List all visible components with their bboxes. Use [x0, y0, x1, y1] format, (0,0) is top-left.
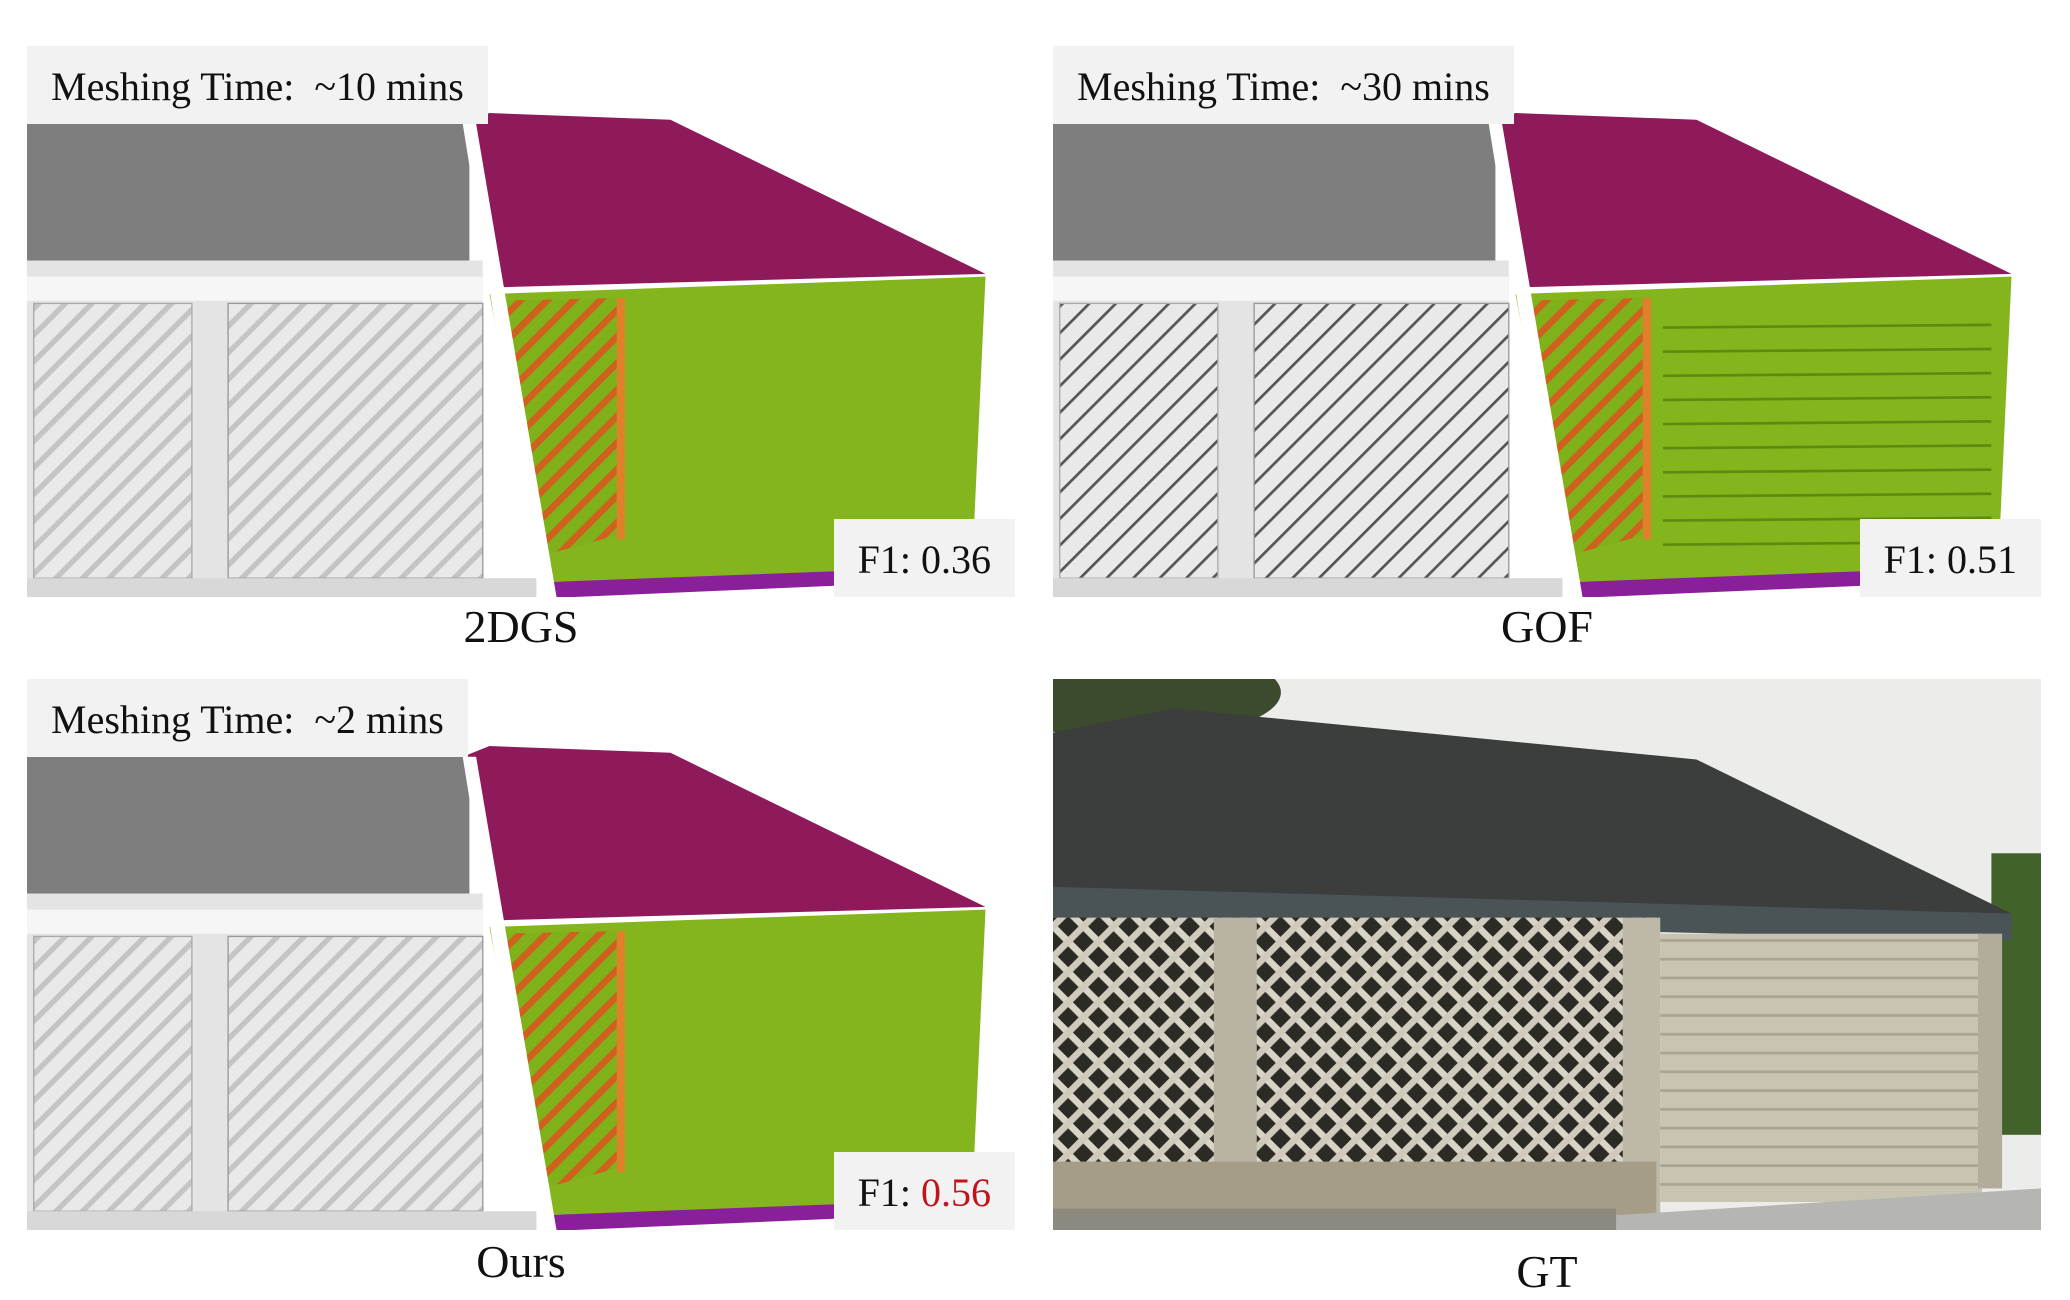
photo [1053, 679, 2041, 1230]
panel-gof: Meshing Time: ~30 mins F1: 0.51 [1053, 46, 2041, 597]
siding [1662, 371, 1992, 378]
f1-label: F1: [1883, 537, 1937, 582]
render [27, 113, 986, 597]
roof-normal [1488, 113, 2012, 288]
meshing-time: Meshing Time: ~30 mins [1053, 46, 1514, 124]
beam [1053, 276, 1509, 301]
siding [1662, 516, 1992, 522]
siding [1662, 444, 1992, 450]
panel-ours: Meshing Time: ~2 mins F1: 0.56 [27, 679, 1015, 1230]
roof-normal [462, 746, 986, 921]
meshing-time: Meshing Time: ~2 mins [27, 679, 468, 757]
panel-left [33, 935, 193, 1212]
post [616, 298, 625, 540]
panel-left [1059, 302, 1219, 579]
divider [462, 756, 557, 1230]
panel-2dgs: Meshing Time: ~10 mins F1: 0.36 [27, 46, 1015, 597]
divider [1488, 123, 1583, 597]
f1-value: 0.51 [1947, 537, 2017, 582]
roof-grey [1053, 123, 1496, 265]
panel-gt [1053, 679, 2041, 1230]
beam [27, 909, 483, 934]
render [1053, 113, 2012, 597]
f1-value: 0.56 [921, 1170, 991, 1215]
siding [1662, 420, 1992, 426]
base [27, 578, 537, 597]
divider [462, 123, 557, 597]
base [27, 1211, 537, 1230]
panel-right [1253, 302, 1510, 579]
siding [1662, 323, 1992, 329]
beam [27, 276, 483, 301]
f1-label: F1: [857, 537, 911, 582]
roof-grey [27, 123, 470, 265]
f1-value: 0.36 [921, 537, 991, 582]
roof-normal [462, 113, 986, 288]
f1-box: F1: 0.56 [833, 1152, 1015, 1230]
panel-left [33, 302, 193, 579]
meshing-time: Meshing Time: ~10 mins [27, 46, 488, 124]
lattice-normal [496, 298, 617, 556]
roof-grey [27, 756, 470, 898]
f1-box: F1: 0.51 [1859, 519, 2041, 597]
render [27, 746, 986, 1230]
caption: Ours [476, 1236, 566, 1287]
panel-right [227, 935, 484, 1212]
caption: GOF [1500, 601, 1594, 652]
siding [1662, 395, 1992, 402]
lattice-normal [496, 931, 617, 1189]
lattice-normal [1522, 298, 1643, 556]
siding [1662, 347, 1992, 354]
siding [1662, 468, 1992, 474]
post [1642, 298, 1651, 540]
f1-label: F1: [857, 1170, 911, 1215]
panel-right [227, 302, 484, 579]
caption: GT [1516, 1246, 1578, 1297]
caption: 2DGS [463, 601, 579, 652]
siding [1662, 492, 1992, 498]
f1-box: F1: 0.36 [833, 519, 1015, 597]
post [616, 931, 625, 1173]
base [1053, 578, 1563, 597]
